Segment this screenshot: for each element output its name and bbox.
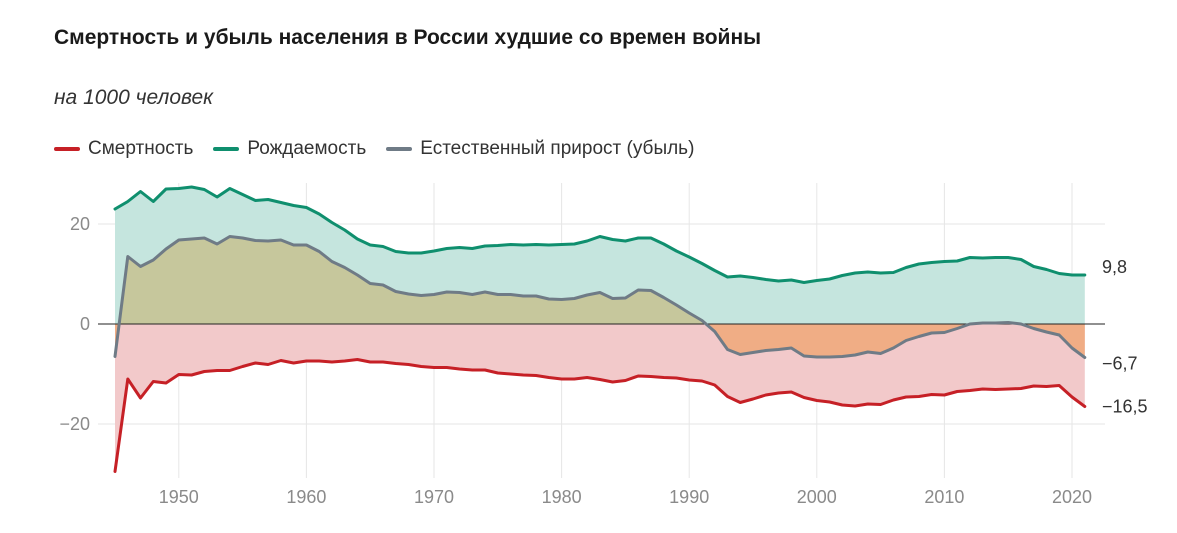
legend-swatch-deaths <box>54 147 80 151</box>
x-tick-label-1990: 1990 <box>669 487 709 507</box>
end-label-natural-growth: −6,7 <box>1102 354 1138 374</box>
area-fills <box>115 187 1085 472</box>
legend-item-natural-growth: Естественный прирост (убыль) <box>386 138 694 160</box>
line-births <box>113 185 1087 284</box>
legend-swatch-births <box>213 147 240 151</box>
legend-label-births: Рождаемость <box>247 138 367 159</box>
legend-item-births: Рождаемость <box>213 138 366 160</box>
y-tick-label--20: −20 <box>59 414 90 434</box>
x-tick-label-2020: 2020 <box>1052 487 1092 507</box>
legend-label-natural-growth: Естественный прирост (убыль) <box>420 138 695 159</box>
y-axis-ticks: 20 0 −20 <box>59 214 90 434</box>
area-growth-positive-1 <box>119 236 707 324</box>
chart-title: Смертность и убыль населения в России ху… <box>54 26 762 49</box>
x-tick-label-1960: 1960 <box>286 487 326 507</box>
legend-swatch-natural-growth <box>386 147 413 151</box>
area-growth-negative-4 <box>1021 324 1085 358</box>
x-tick-label-2010: 2010 <box>924 487 964 507</box>
end-label-births: 9,8 <box>1102 257 1127 277</box>
x-tick-label-1980: 1980 <box>542 487 582 507</box>
chart-subtitle: на 1000 человек <box>54 86 214 109</box>
end-labels: 9,8 −6,7 −16,5 <box>1102 257 1148 417</box>
end-label-deaths: −16,5 <box>1102 397 1148 417</box>
line-natural-growth <box>113 235 1087 359</box>
x-axis-ticks: 1950 1960 1970 1980 1990 2000 2010 2020 <box>159 487 1092 507</box>
line-deaths <box>113 358 1087 473</box>
y-tick-label-20: 20 <box>70 214 90 234</box>
legend: Смертность Рождаемость Естественный прир… <box>54 138 714 160</box>
x-tick-label-1970: 1970 <box>414 487 454 507</box>
area-deaths <box>115 324 1085 472</box>
legend-label-deaths: Смертность <box>88 138 194 159</box>
legend-item-deaths: Смертность <box>54 138 193 160</box>
x-tick-label-2000: 2000 <box>797 487 837 507</box>
y-tick-label-0: 0 <box>80 314 90 334</box>
series-lines <box>113 185 1087 473</box>
x-tick-label-1950: 1950 <box>159 487 199 507</box>
